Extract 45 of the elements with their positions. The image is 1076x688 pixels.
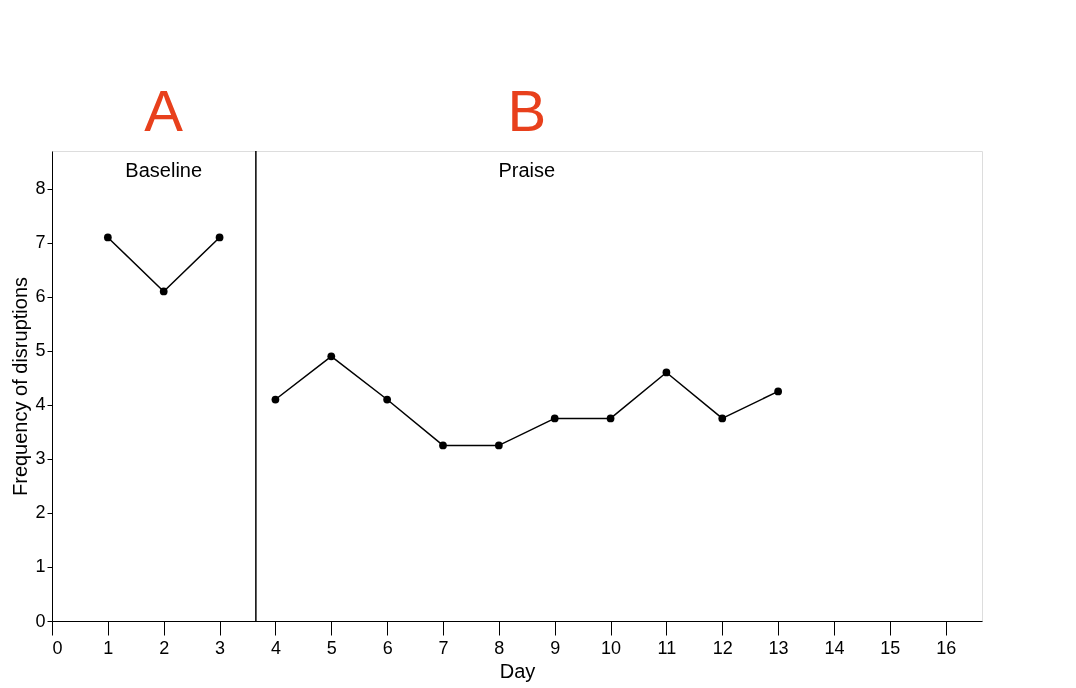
point <box>774 387 782 396</box>
x-tick-label: 14 <box>824 637 845 658</box>
x-tick-label: 13 <box>768 637 789 658</box>
x-axis-title: Day <box>499 659 536 682</box>
x-tick-label: 15 <box>880 637 901 658</box>
point <box>606 414 615 423</box>
y-tick-label: 0 <box>35 610 46 631</box>
y-tick-label: 5 <box>35 340 46 361</box>
x-tick-label: 8 <box>494 637 505 658</box>
annotation: Baseline <box>125 159 203 181</box>
point <box>550 414 559 423</box>
annotation: Praise <box>498 159 556 181</box>
x-tick-label: 1 <box>103 637 114 658</box>
y-tick-label: 4 <box>35 394 46 415</box>
point <box>494 441 503 450</box>
x-tick-label: 0 <box>52 637 63 658</box>
point <box>662 368 671 377</box>
x-tick-label: 6 <box>382 637 393 658</box>
x-tick-label: 9 <box>550 637 561 658</box>
x-tick-label: 10 <box>601 637 622 658</box>
y-tick-label: 6 <box>35 286 46 307</box>
y-tick-label: 7 <box>35 232 46 253</box>
x-tick-label: 7 <box>438 637 449 658</box>
x-tick-label: 11 <box>657 637 677 658</box>
point <box>159 287 168 296</box>
x-tick-label: 12 <box>712 637 733 658</box>
text: A <box>144 78 184 143</box>
y-tick-label: 2 <box>35 502 46 523</box>
point <box>271 395 280 404</box>
point <box>439 441 447 450</box>
x-tick-label: 5 <box>326 637 337 658</box>
point <box>327 352 336 361</box>
text: B <box>507 78 547 143</box>
x-tick-label: 2 <box>159 637 170 658</box>
x-tick-label: 16 <box>936 637 957 658</box>
point <box>718 414 727 423</box>
x-tick-label: 4 <box>270 637 281 658</box>
y-tick-label: 1 <box>35 556 46 577</box>
point <box>383 395 392 404</box>
y-tick-label: 8 <box>35 178 46 199</box>
y-axis-title: Frequency of disruptions <box>9 276 32 497</box>
y-tick-label: 3 <box>35 448 46 469</box>
x-tick-label: 3 <box>215 637 226 658</box>
point <box>103 233 112 242</box>
point <box>215 233 224 242</box>
